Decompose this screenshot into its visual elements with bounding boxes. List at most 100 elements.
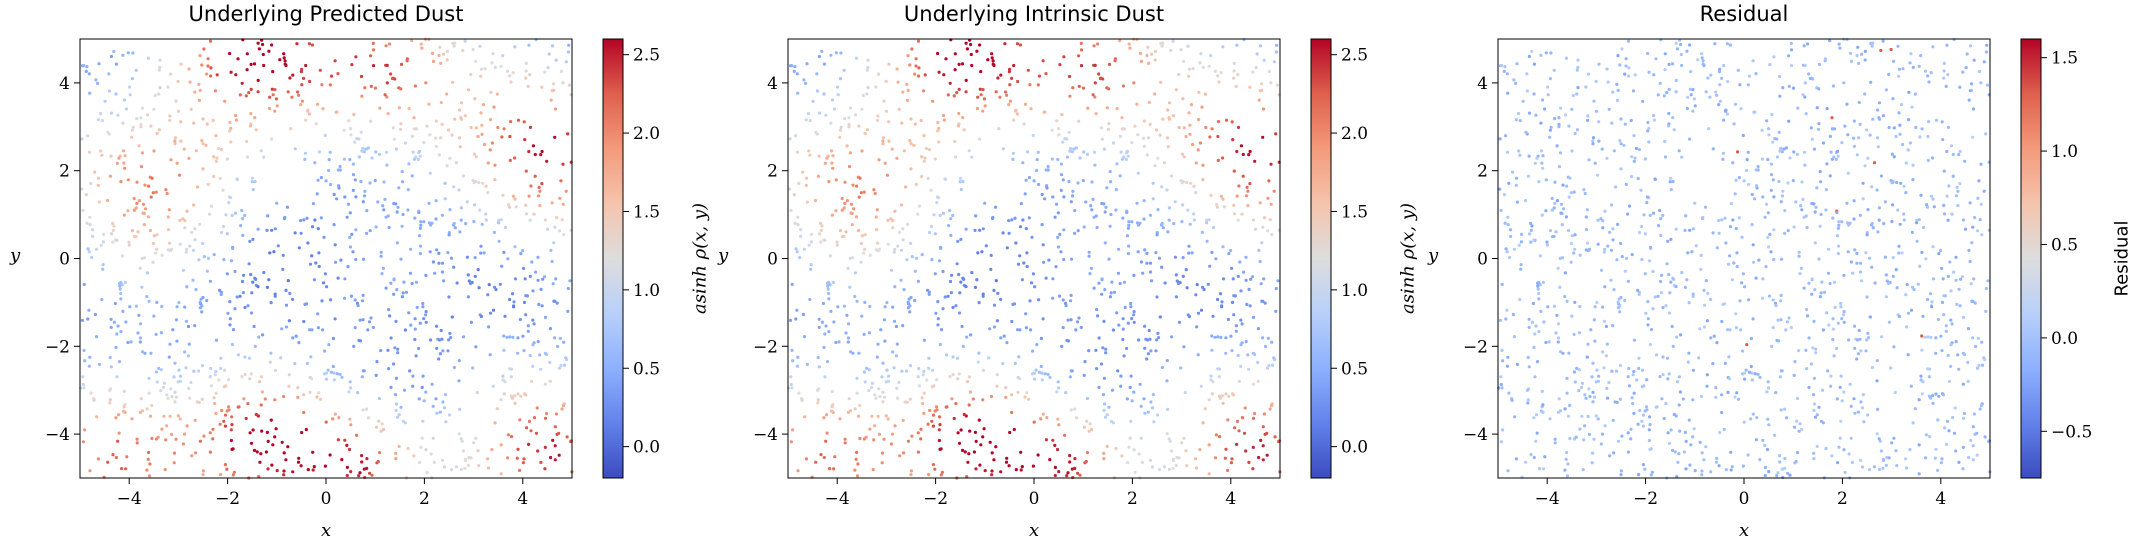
data-point — [1686, 360, 1690, 364]
data-point — [1517, 243, 1521, 247]
data-point — [1855, 261, 1859, 265]
data-point — [1514, 457, 1518, 461]
data-point — [1812, 451, 1816, 455]
data-point — [1147, 328, 1151, 333]
data-point — [282, 52, 286, 56]
data-point — [981, 368, 986, 372]
data-point — [1904, 191, 1908, 195]
data-point — [297, 246, 301, 250]
data-point — [796, 223, 800, 227]
data-point — [1852, 119, 1856, 123]
data-point — [1713, 42, 1717, 46]
data-point — [160, 253, 164, 257]
data-point — [1646, 129, 1650, 133]
data-point — [223, 424, 227, 428]
data-point — [1506, 215, 1510, 219]
data-point — [115, 332, 119, 336]
data-point — [1593, 161, 1597, 165]
data-point — [214, 159, 218, 163]
data-point — [297, 456, 301, 460]
data-point — [1093, 63, 1097, 67]
data-point — [118, 287, 122, 291]
data-point — [1626, 212, 1630, 216]
data-point — [1603, 424, 1607, 428]
data-point — [1169, 48, 1173, 53]
data-point — [540, 85, 544, 89]
data-point — [880, 451, 885, 455]
data-point — [234, 73, 238, 77]
data-point — [194, 149, 198, 153]
data-point — [127, 240, 131, 244]
data-point — [433, 271, 437, 275]
data-point — [1201, 178, 1205, 182]
data-point — [347, 447, 352, 452]
data-point — [1677, 375, 1681, 379]
data-point — [1177, 320, 1181, 324]
data-point — [948, 279, 953, 284]
data-point — [1825, 107, 1829, 111]
data-point — [125, 107, 129, 111]
data-point — [1160, 221, 1164, 226]
data-point — [1941, 277, 1945, 281]
data-point — [1675, 475, 1679, 479]
data-point — [1883, 200, 1887, 204]
data-point — [1842, 310, 1846, 314]
data-point — [101, 263, 105, 267]
data-point — [1069, 318, 1073, 322]
data-point — [1211, 225, 1216, 230]
data-point — [1062, 228, 1066, 232]
data-point — [389, 281, 393, 285]
data-point — [1720, 218, 1724, 222]
data-point — [1738, 83, 1742, 87]
data-point — [311, 450, 315, 454]
data-point — [351, 250, 355, 254]
data-point — [1887, 72, 1891, 77]
data-point — [1733, 395, 1737, 399]
data-point — [1911, 178, 1915, 182]
data-point — [1068, 149, 1072, 153]
data-point — [241, 291, 245, 295]
data-point — [1660, 273, 1664, 277]
data-point — [834, 178, 838, 182]
data-point — [956, 356, 960, 360]
data-point — [489, 90, 493, 94]
data-point — [109, 325, 113, 329]
data-point — [1586, 114, 1590, 118]
data-point — [1839, 419, 1843, 423]
data-point — [874, 85, 878, 89]
data-point — [1174, 273, 1178, 277]
data-point — [101, 240, 105, 244]
data-point — [393, 393, 398, 397]
data-point — [1567, 195, 1571, 199]
data-point — [1031, 133, 1035, 138]
data-point — [557, 431, 561, 435]
data-point — [1775, 474, 1779, 478]
data-point — [111, 228, 115, 232]
data-point — [1817, 257, 1821, 261]
data-point — [1677, 403, 1681, 407]
data-point — [863, 247, 867, 251]
data-point — [335, 110, 339, 114]
data-point — [1783, 407, 1787, 411]
data-point — [447, 233, 451, 237]
data-point — [917, 366, 921, 371]
data-point — [1720, 76, 1724, 80]
data-point — [168, 114, 172, 118]
data-point — [1859, 400, 1863, 404]
x-tick-label: 0 — [1739, 489, 1750, 509]
data-point — [1666, 239, 1670, 243]
data-point — [174, 437, 178, 441]
data-point — [1039, 417, 1043, 421]
data-point — [1514, 81, 1518, 85]
data-point — [472, 441, 476, 445]
data-point — [929, 224, 934, 229]
data-point — [876, 118, 880, 122]
data-point — [956, 377, 960, 381]
data-point — [882, 318, 887, 322]
data-point — [212, 174, 216, 179]
data-point — [1010, 393, 1014, 397]
data-point — [345, 215, 349, 219]
data-point — [1125, 397, 1129, 401]
data-point — [445, 49, 449, 54]
data-point — [1878, 439, 1882, 443]
